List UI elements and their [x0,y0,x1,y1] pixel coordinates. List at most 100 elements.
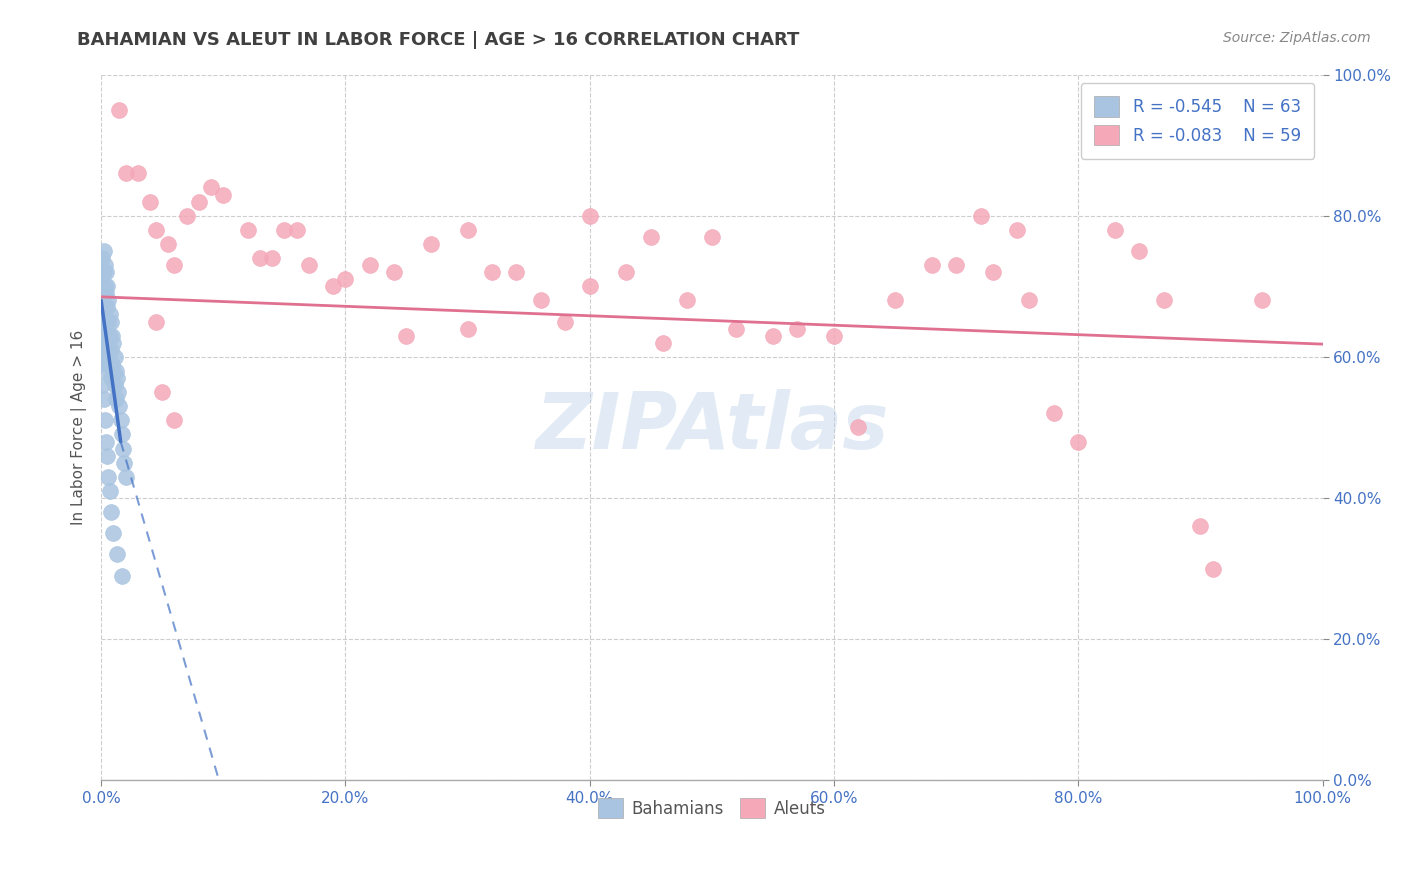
Point [786,321,808,335]
Point [322,279,344,293]
Point [249,251,271,265]
Point [91,265,114,279]
Point [96,449,118,463]
Point [103,350,125,364]
Point [382,265,405,279]
Point [1250,293,1272,308]
Point [848,420,870,434]
Point [97,364,120,378]
Point [103,335,125,350]
Point [96,350,118,364]
Point [96,301,118,315]
Point [94,343,117,357]
Point [285,223,308,237]
Point [105,371,128,385]
Point [93,308,115,322]
Point [97,293,120,308]
Point [100,343,122,357]
Point [94,279,117,293]
Point [640,230,662,244]
Point [98,308,121,322]
Point [163,413,186,427]
Point [98,483,121,498]
Point [212,187,235,202]
Point [100,505,122,519]
Point [111,568,134,582]
Point [112,456,135,470]
Point [187,194,209,209]
Point [94,321,117,335]
Point [94,413,117,427]
Point [614,265,637,279]
Point [945,258,967,272]
Point [273,223,295,237]
Point [236,223,259,237]
Point [395,328,418,343]
Point [176,209,198,223]
Point [93,350,115,364]
Point [884,293,907,308]
Point [104,392,127,407]
Point [725,321,748,335]
Point [103,364,125,378]
Point [107,385,129,400]
Point [96,328,118,343]
Point [93,286,115,301]
Point [103,526,125,541]
Point [91,251,114,265]
Point [969,209,991,223]
Point [93,392,115,407]
Point [112,442,135,456]
Point [93,265,115,279]
Point [101,328,124,343]
Point [96,279,118,293]
Point [98,357,121,371]
Point [91,308,114,322]
Point [530,293,553,308]
Point [298,258,321,272]
Point [145,223,167,237]
Point [150,385,173,400]
Point [91,321,114,335]
Point [578,279,600,293]
Point [1128,244,1150,258]
Point [111,427,134,442]
Point [1043,406,1066,420]
Point [505,265,527,279]
Point [335,272,357,286]
Point [97,343,120,357]
Point [108,103,131,117]
Point [110,413,132,427]
Point [114,470,136,484]
Point [98,328,121,343]
Point [1201,561,1223,575]
Point [652,335,675,350]
Y-axis label: In Labor Force | Age > 16: In Labor Force | Age > 16 [72,330,87,525]
Point [981,265,1004,279]
Point [91,279,114,293]
Text: BAHAMIAN VS ALEUT IN LABOR FORCE | AGE > 16 CORRELATION CHART: BAHAMIAN VS ALEUT IN LABOR FORCE | AGE >… [77,31,800,49]
Point [1018,293,1040,308]
Point [1067,434,1090,449]
Point [108,399,131,413]
Point [762,328,785,343]
Point [127,166,149,180]
Point [163,258,186,272]
Text: ZIPAtlas: ZIPAtlas [536,390,889,466]
Legend: Bahamians, Aleuts: Bahamians, Aleuts [592,791,832,825]
Point [94,335,117,350]
Point [94,286,117,301]
Point [91,293,114,308]
Point [97,470,120,484]
Point [101,357,124,371]
Point [103,378,125,392]
Point [94,301,117,315]
Point [1005,223,1028,237]
Point [921,258,943,272]
Point [823,328,845,343]
Point [94,314,117,328]
Point [100,314,122,328]
Point [700,230,723,244]
Point [145,314,167,328]
Point [481,265,503,279]
